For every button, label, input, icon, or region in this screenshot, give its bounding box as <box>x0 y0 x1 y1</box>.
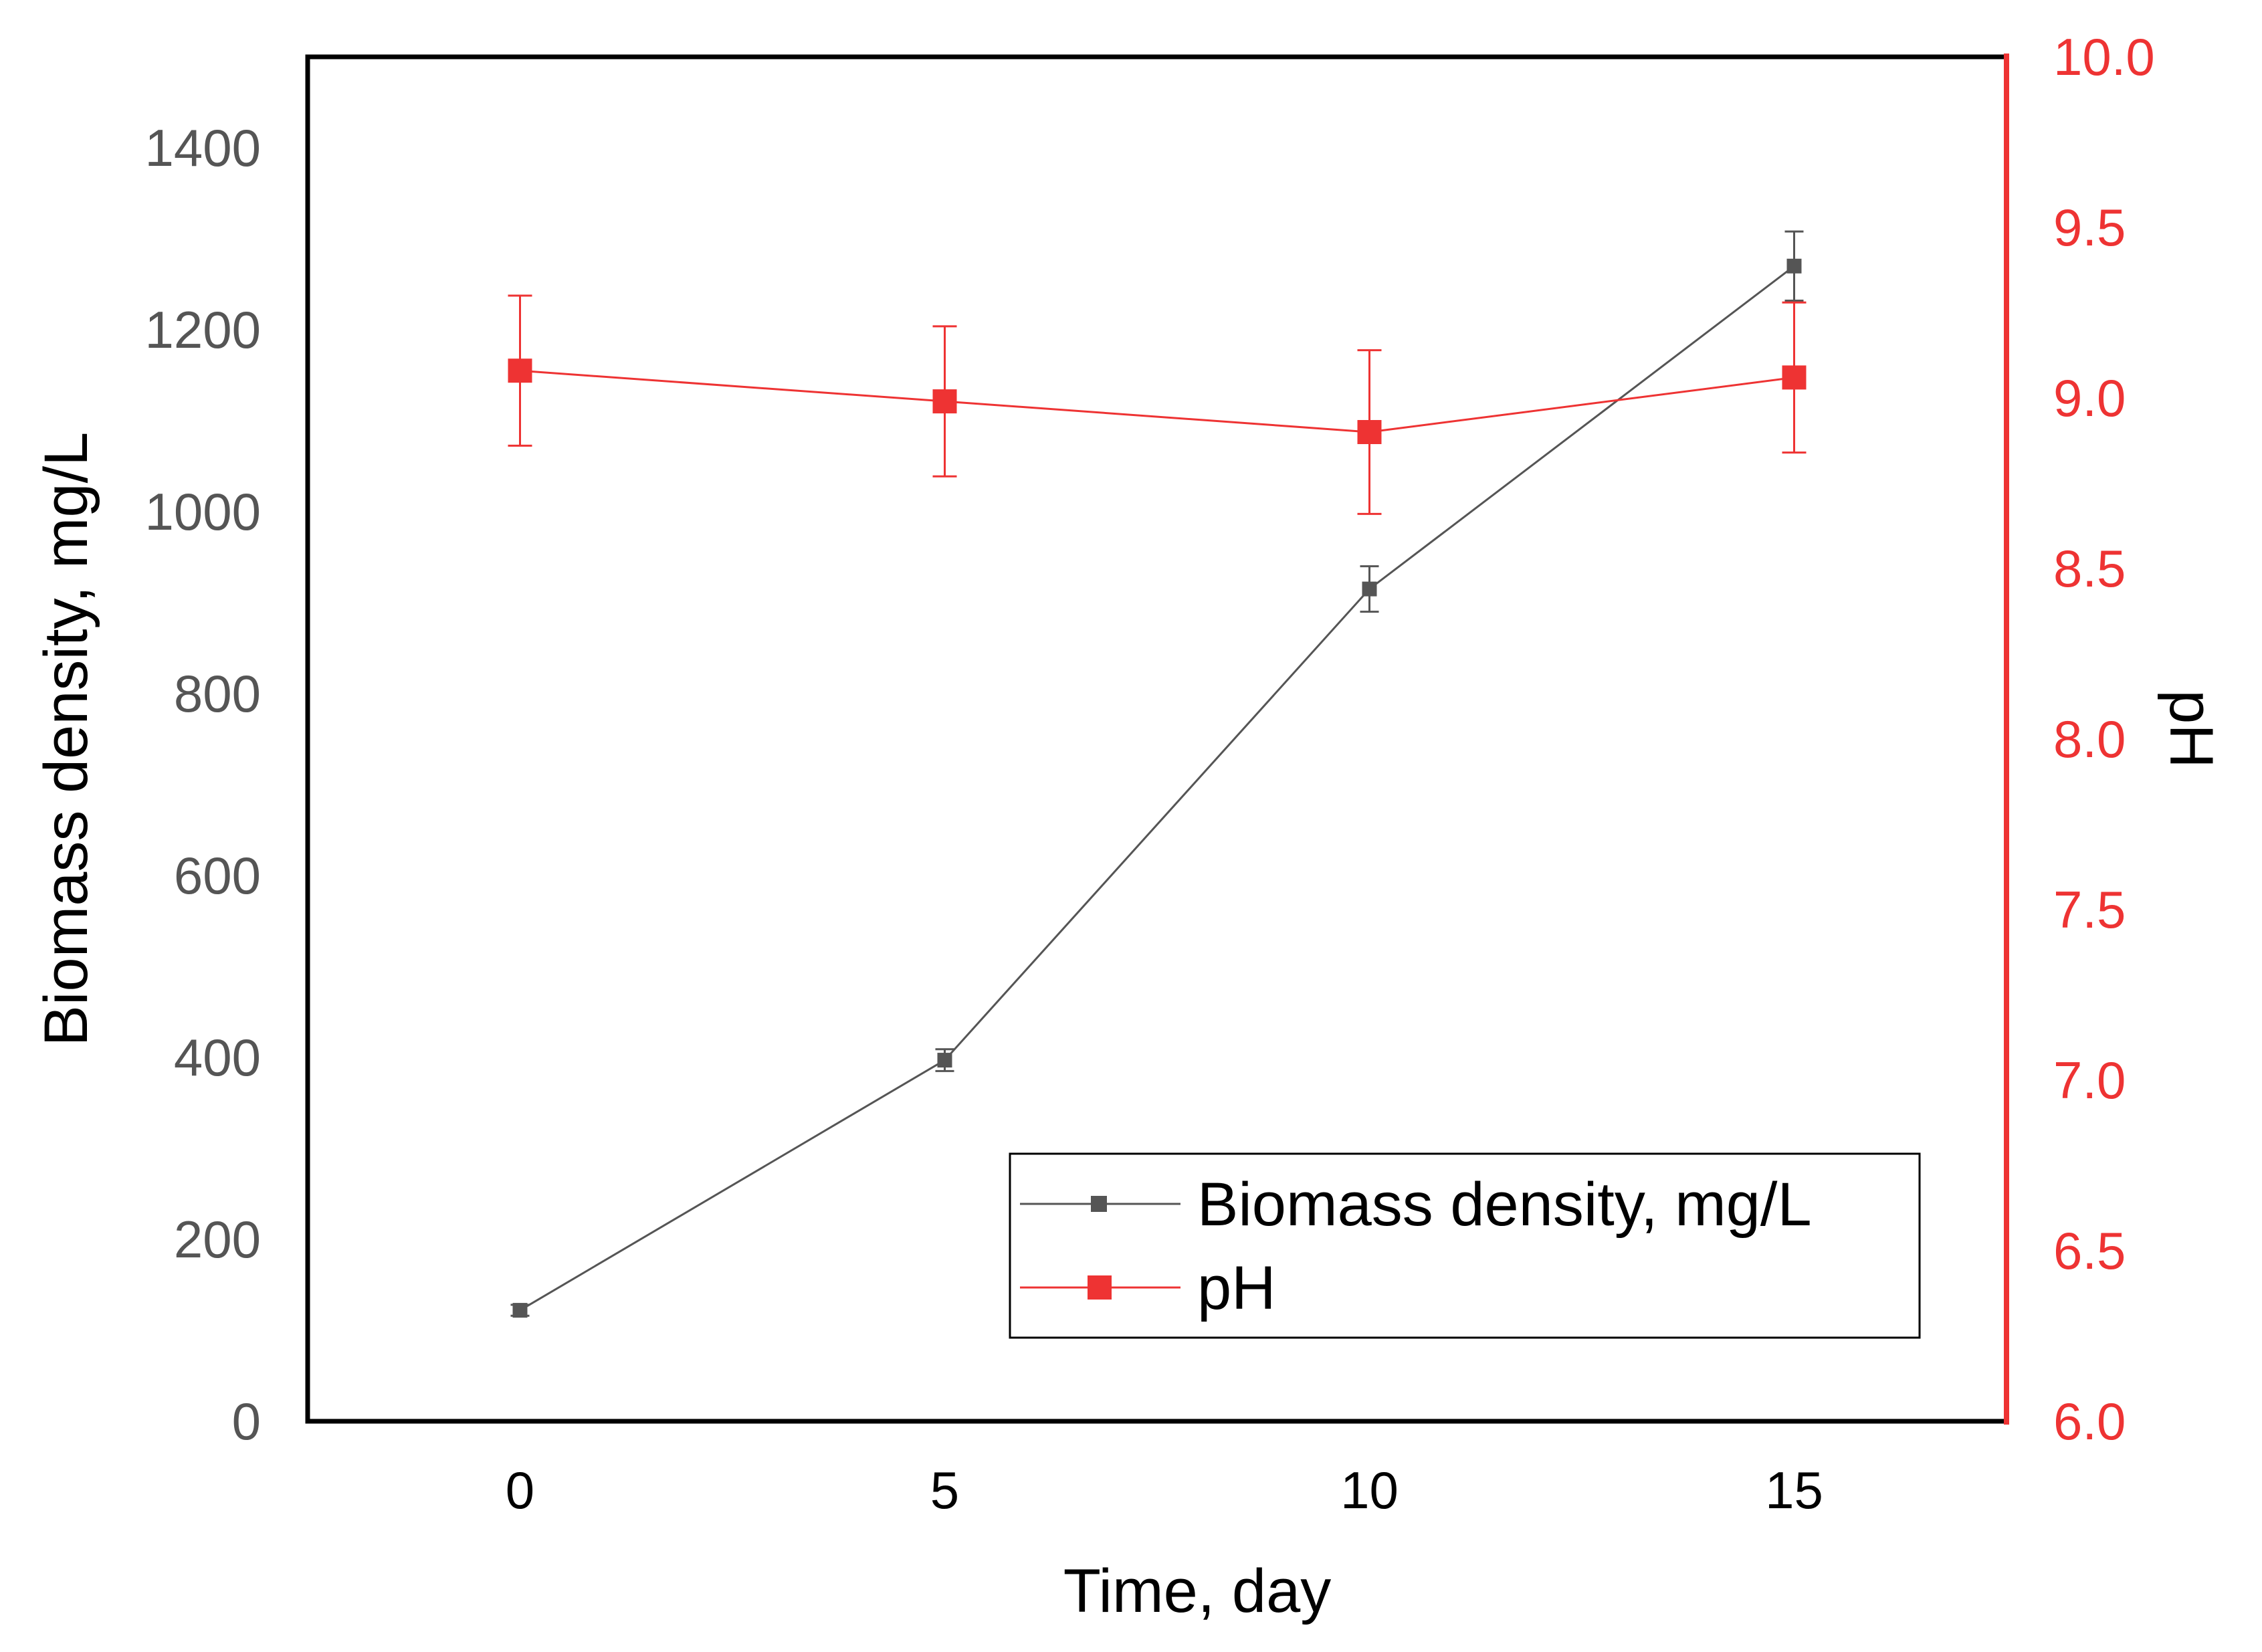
y2-tick-label: 6.5 <box>2053 1221 2126 1280</box>
biomass-point <box>1362 581 1377 597</box>
legend-biomass-label: Biomass density, mg/L <box>1197 1170 1812 1239</box>
y-tick-label: 400 <box>174 1028 261 1087</box>
data-marks <box>508 230 1807 1318</box>
y-tick-label: 1200 <box>144 300 261 359</box>
x-tick-label: 15 <box>1765 1461 1823 1520</box>
x-tick-label: 0 <box>506 1461 534 1520</box>
y2-tick-label: 6.0 <box>2053 1392 2126 1451</box>
y2-tick-label: 9.0 <box>2053 369 2126 427</box>
ph-point <box>1782 365 1807 390</box>
axis-ticks: 0 5 10 15 0 200 400 600 800 1000 1200 1400 6.0 6.5 7.0… <box>144 27 2154 1520</box>
y-tick-label: 600 <box>174 846 261 905</box>
biomass-point <box>937 1053 952 1068</box>
ph-point <box>1357 420 1382 444</box>
ph-point <box>932 389 957 414</box>
y-tick-label: 800 <box>174 664 261 723</box>
biomass-point <box>512 1303 528 1318</box>
y-axis-title: Biomass density, mg/L <box>32 432 100 1047</box>
y-tick-label: 0 <box>232 1392 261 1451</box>
x-axis-title: Time, day <box>1063 1557 1331 1625</box>
legend-ph-label: pH <box>1197 1254 1276 1322</box>
y2-tick-label: 7.5 <box>2053 880 2126 939</box>
legend-biomass-marker <box>1091 1196 1107 1212</box>
y-tick-label: 1000 <box>144 482 261 541</box>
y-tick-label: 200 <box>174 1210 261 1269</box>
y2-tick-label: 8.5 <box>2053 539 2126 598</box>
x-tick-label: 10 <box>1340 1461 1399 1520</box>
legend-ph-marker <box>1088 1275 1112 1300</box>
y2-tick-label: 8.0 <box>2053 710 2126 768</box>
y2-tick-label: 9.5 <box>2053 198 2126 257</box>
y2-tick-label: 7.0 <box>2053 1051 2126 1110</box>
ph-point <box>508 358 532 383</box>
y-tick-label: 1400 <box>144 118 261 177</box>
legend-box <box>1009 1152 1921 1339</box>
y2-tick-label: 10.0 <box>2053 27 2155 86</box>
biomass-point <box>1786 258 1802 274</box>
x-tick-label: 5 <box>930 1461 959 1520</box>
ph-series-line <box>520 369 1794 433</box>
y2-axis-title: pH <box>2157 690 2225 768</box>
legend: Biomass density, mg/L pH <box>1009 1152 1921 1339</box>
biomass-series-line <box>519 265 1795 1312</box>
